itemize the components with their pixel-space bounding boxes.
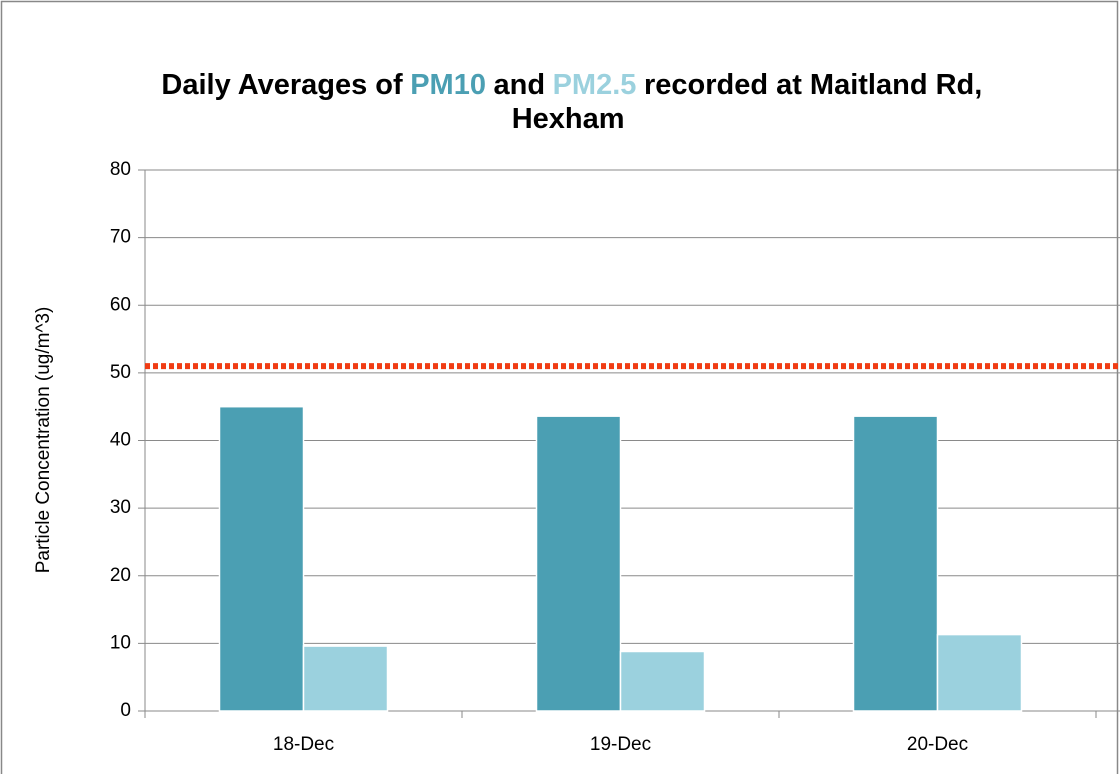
y-axis-label: Particle Concentration (ug/m^3)	[33, 307, 54, 574]
x-tick-label: 19-Dec	[590, 734, 651, 755]
y-tick-label: 70	[110, 227, 131, 248]
title-text: recorded at Maitland Rd, Hexham	[511, 69, 983, 135]
bar	[302, 645, 389, 712]
bar	[218, 405, 305, 712]
y-tick-label: 10	[110, 632, 131, 653]
bar	[852, 415, 939, 712]
x-tick-label: 18-Dec	[273, 734, 334, 755]
y-tick-label: 30	[110, 497, 131, 518]
y-tick-label: 20	[110, 565, 131, 586]
y-tick-label: 50	[110, 362, 131, 383]
title-series-name: PM2.5	[552, 69, 637, 101]
chart-title: Daily Averages of PM10 and PM2.5 recorded at…	[150, 68, 990, 136]
y-tick-label: 40	[110, 430, 131, 451]
title-series-name: PM10	[410, 69, 486, 101]
y-tick-label: 60	[110, 294, 131, 315]
y-tick-label: 80	[110, 159, 131, 180]
x-tick-label: 20-Dec	[907, 734, 968, 755]
y-tick-label: 0	[120, 700, 131, 721]
bar	[619, 650, 706, 712]
bar	[535, 415, 622, 712]
title-text: and	[493, 69, 546, 101]
title-text: Daily Averages of	[161, 69, 403, 101]
bar	[936, 633, 1023, 712]
